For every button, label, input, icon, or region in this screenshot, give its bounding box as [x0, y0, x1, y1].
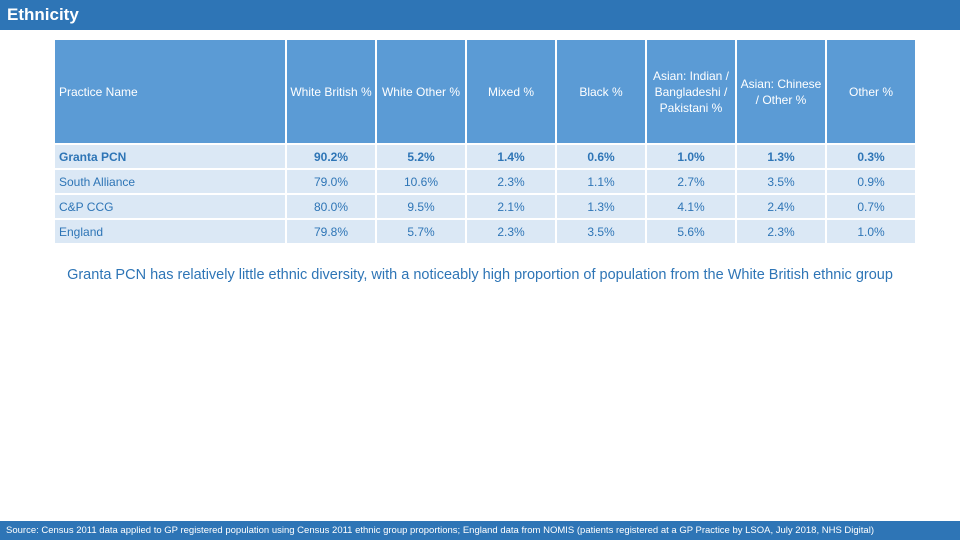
cell: 80.0% [287, 195, 375, 218]
cell: 0.3% [827, 145, 915, 168]
cell: 79.0% [287, 170, 375, 193]
column-header: Other % [827, 40, 915, 143]
title: Ethnicity [7, 5, 79, 24]
header-row: Practice Name White British % White Other … [55, 40, 915, 143]
column-header: Asian: Indian / Bangladeshi / Pakistani … [647, 40, 735, 143]
source-note: Source: Census 2011 data applied to GP r… [6, 525, 874, 536]
cell: 0.7% [827, 195, 915, 218]
column-header: Asian: Chinese / Other % [737, 40, 825, 143]
cell: 1.1% [557, 170, 645, 193]
cell: 10.6% [377, 170, 465, 193]
column-header: White British % [287, 40, 375, 143]
cell: 1.3% [557, 195, 645, 218]
footer-bar: Source: Census 2011 data applied to GP r… [0, 521, 960, 540]
cell: 1.4% [467, 145, 555, 168]
cell: 79.8% [287, 220, 375, 243]
cell: 0.6% [557, 145, 645, 168]
cell: 2.3% [737, 220, 825, 243]
table-row: Granta PCN 90.2% 5.2% 1.4% 0.6% 1.0% 1.3% 0.3% [55, 145, 915, 168]
cell: 3.5% [557, 220, 645, 243]
cell: 2.3% [467, 170, 555, 193]
cell: 5.2% [377, 145, 465, 168]
column-header: Mixed % [467, 40, 555, 143]
row-label: C&P CCG [55, 195, 285, 218]
cell: 2.7% [647, 170, 735, 193]
cell: 0.9% [827, 170, 915, 193]
row-label: South Alliance [55, 170, 285, 193]
cell: 2.1% [467, 195, 555, 218]
header-bar: Ethnicity [0, 0, 960, 30]
table-row: England 79.8% 5.7% 2.3% 3.5% 5.6% 2.3% 1.0% [55, 220, 915, 243]
caption: Granta PCN has relatively little ethnic … [67, 267, 893, 283]
column-header: Black % [557, 40, 645, 143]
cell: 3.5% [737, 170, 825, 193]
ethnicity-table: Practice Name White British % White Other … [53, 38, 917, 245]
row-label: England [55, 220, 285, 243]
cell: 2.4% [737, 195, 825, 218]
cell: 1.0% [647, 145, 735, 168]
cell: 1.0% [827, 220, 915, 243]
cell: 1.3% [737, 145, 825, 168]
cell: 5.7% [377, 220, 465, 243]
cell: 4.1% [647, 195, 735, 218]
cell: 9.5% [377, 195, 465, 218]
cell: 2.3% [467, 220, 555, 243]
table-row: C&P CCG 80.0% 9.5% 2.1% 1.3% 4.1% 2.4% 0.7% [55, 195, 915, 218]
cell: 90.2% [287, 145, 375, 168]
column-header: White Other % [377, 40, 465, 143]
row-label: Granta PCN [55, 145, 285, 168]
cell: 5.6% [647, 220, 735, 243]
column-header: Practice Name [55, 40, 285, 143]
table-row: South Alliance 79.0% 10.6% 2.3% 1.1% 2.7% 3.5%… [55, 170, 915, 193]
